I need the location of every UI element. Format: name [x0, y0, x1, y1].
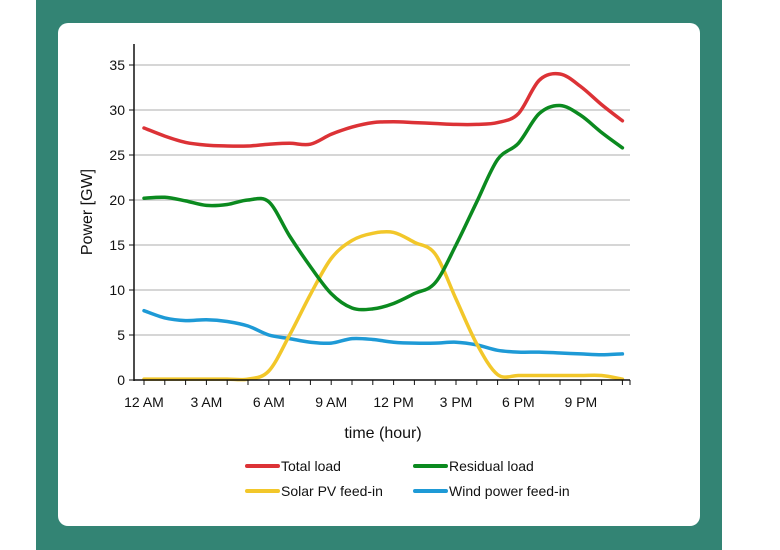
x-tick-label: 6 AM — [253, 394, 285, 410]
y-tick-label: 0 — [117, 372, 125, 388]
grid-lines — [134, 64, 630, 336]
series-line-total-load — [142, 71, 625, 148]
y-tick-label: 30 — [109, 102, 125, 118]
legend-label: Total load — [281, 458, 341, 474]
legend-item-solar-pv-feed-in: Solar PV feed-in — [245, 483, 383, 499]
series-line-solar-pv-feed-in — [142, 229, 625, 382]
legend-label: Solar PV feed-in — [281, 483, 383, 499]
legend-label: Residual load — [449, 458, 534, 474]
legend-item-wind-power-feed-in: Wind power feed-in — [413, 483, 570, 499]
y-tick-label: 15 — [109, 237, 125, 253]
y-tick-label: 5 — [117, 327, 125, 343]
legend: Total load Residual load Solar PV feed-in W… — [245, 458, 570, 499]
x-tick-label: 6 PM — [502, 394, 535, 410]
legend-label: Wind power feed-in — [449, 483, 570, 499]
y-tick-label: 25 — [109, 147, 125, 163]
y-tick-label: 35 — [109, 57, 125, 73]
x-axis-title: time (hour) — [344, 425, 421, 442]
axes — [133, 44, 630, 381]
x-tick-label: 3 PM — [440, 394, 473, 410]
y-tick-label: 10 — [109, 282, 125, 298]
x-tick-label: 9 PM — [564, 394, 597, 410]
x-tick-label: 12 AM — [124, 394, 164, 410]
series-line-wind-power-feed-in — [142, 308, 625, 357]
series-lines — [142, 71, 625, 382]
x-tick-label: 12 PM — [373, 394, 413, 410]
series-line-residual-load — [142, 103, 625, 312]
x-tick-label: 9 AM — [315, 394, 347, 410]
legend-item-total-load: Total load — [245, 458, 341, 474]
x-tick-label: 3 AM — [190, 394, 222, 410]
y-tick-label: 20 — [109, 192, 125, 208]
x-axis-ticks: 12 AM 3 AM 6 AM 9 AM 12 PM 3 PM 6 PM 9 PM — [124, 380, 631, 410]
legend-item-residual-load: Residual load — [413, 458, 534, 474]
y-axis-title: Power [GW] — [79, 169, 96, 255]
y-axis-ticks: 0 5 10 15 20 25 30 35 — [109, 57, 134, 388]
chart-card — [58, 23, 700, 526]
